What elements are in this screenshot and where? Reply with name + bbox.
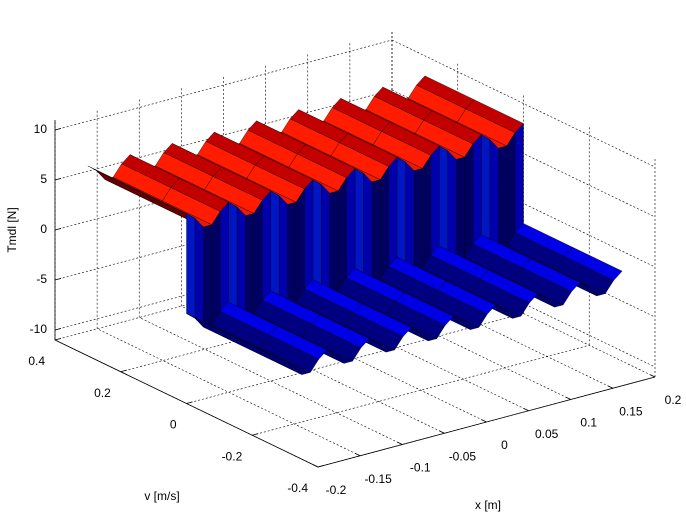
x-tick <box>607 385 614 389</box>
y-tick <box>252 433 259 436</box>
surface-face <box>396 157 406 263</box>
surface-face <box>413 168 423 271</box>
y-tick-label: 0.4 <box>28 354 45 368</box>
surface-face <box>422 155 432 269</box>
x-tick-label: 0.15 <box>619 404 643 418</box>
z-tick-label: -10 <box>30 322 48 336</box>
surface-face <box>228 202 238 308</box>
x-tick <box>481 419 487 423</box>
grid-line <box>265 283 529 412</box>
surface-face <box>287 202 297 305</box>
grid-line <box>307 272 571 400</box>
grid-line <box>349 260 614 389</box>
x-tick <box>649 374 656 378</box>
surface-face <box>245 213 255 316</box>
surface-face <box>312 179 322 285</box>
x-tick <box>565 396 571 400</box>
surface-face <box>447 150 457 260</box>
surface-face <box>220 202 229 312</box>
y-tick <box>317 465 325 468</box>
surface-face <box>472 134 482 245</box>
grid-line <box>391 39 656 168</box>
surface-face <box>430 145 440 256</box>
surface-face <box>270 190 280 296</box>
y-tick-label: 0.2 <box>94 386 111 400</box>
surface-face <box>498 145 507 249</box>
surface-face <box>363 173 373 283</box>
z-tick <box>54 228 62 231</box>
surface-face <box>388 157 398 267</box>
surface-face <box>514 123 524 233</box>
surface-face <box>235 337 294 367</box>
x-tick-label: -0.05 <box>449 449 477 463</box>
surface-face <box>439 145 448 251</box>
surface-face <box>253 200 263 314</box>
surface-face <box>321 184 330 294</box>
z-tick <box>54 128 62 131</box>
x-tick-label: -0.1 <box>410 461 431 475</box>
surface-face <box>295 188 305 303</box>
surface-face <box>329 190 339 294</box>
surface-face <box>304 179 314 290</box>
grid-line <box>96 328 361 457</box>
surface-face <box>346 168 356 278</box>
y-tick <box>186 401 193 404</box>
z-tick-label: 5 <box>40 172 47 186</box>
x-tick-label: 0.1 <box>580 416 597 430</box>
x-tick <box>439 430 445 434</box>
x-tick-label: 0.2 <box>665 393 682 407</box>
x-tick-label: 0 <box>501 438 508 452</box>
y-tick <box>54 338 62 341</box>
surface-face <box>489 139 499 249</box>
x-tick-label: -0.2 <box>326 483 347 497</box>
surface-face <box>194 218 204 328</box>
surface-face <box>354 168 364 274</box>
surface-face <box>464 143 474 258</box>
x-tick <box>312 464 319 468</box>
x-tick <box>397 441 403 445</box>
z-tick <box>54 178 62 181</box>
surface <box>87 75 623 375</box>
surface-face <box>455 157 465 260</box>
z-tick-label: -5 <box>36 272 47 286</box>
surface-face <box>262 190 271 301</box>
grid-line <box>139 317 403 445</box>
y-axis-label: v [m/s] <box>144 489 179 503</box>
y-tick <box>120 369 127 373</box>
x-tick <box>354 452 361 457</box>
z-tick <box>54 328 62 331</box>
z-axis-label: Tmdl [N] <box>5 207 19 252</box>
surface-face <box>481 134 490 240</box>
x-tick <box>523 407 529 412</box>
axes: -10 -5 0 5 10 -0.4 -0.2 0 0.2 0.4 -0.2 -0.15 -0.1 -0.… <box>28 120 682 497</box>
surface-face <box>186 213 196 319</box>
z-tick-label: 0 <box>40 222 47 236</box>
y-tick-label: 0 <box>170 418 177 432</box>
z-tick-label: 10 <box>34 122 48 136</box>
surface-face <box>506 132 516 247</box>
y-tick-label: -0.4 <box>287 481 308 495</box>
surface-face <box>236 206 246 316</box>
x-tick-label: -0.15 <box>364 472 392 486</box>
z-tick <box>54 278 62 281</box>
grid-line <box>181 305 445 434</box>
x-axis-label: x [m] <box>475 498 501 512</box>
surface-face <box>405 161 415 271</box>
grid-line <box>391 249 656 378</box>
surface-face <box>337 177 347 292</box>
surface-face <box>278 195 288 305</box>
surface-face <box>211 211 221 325</box>
grid-line <box>223 294 487 423</box>
y-tick-label: -0.2 <box>222 449 243 463</box>
surface-face <box>380 166 389 280</box>
x-tick-label: 0.05 <box>535 427 559 441</box>
surface-face <box>371 179 381 283</box>
surface-face <box>203 224 212 328</box>
